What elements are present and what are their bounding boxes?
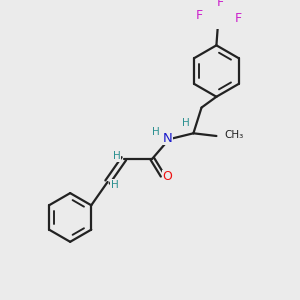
Text: N: N (163, 132, 172, 145)
Text: H: H (152, 128, 160, 137)
Text: F: F (235, 11, 242, 25)
Text: H: H (111, 180, 119, 190)
Text: F: F (217, 0, 224, 9)
Text: H: H (182, 118, 190, 128)
Text: F: F (196, 9, 203, 22)
Text: H: H (113, 151, 120, 161)
Text: O: O (163, 170, 172, 183)
Text: CH₃: CH₃ (224, 130, 243, 140)
